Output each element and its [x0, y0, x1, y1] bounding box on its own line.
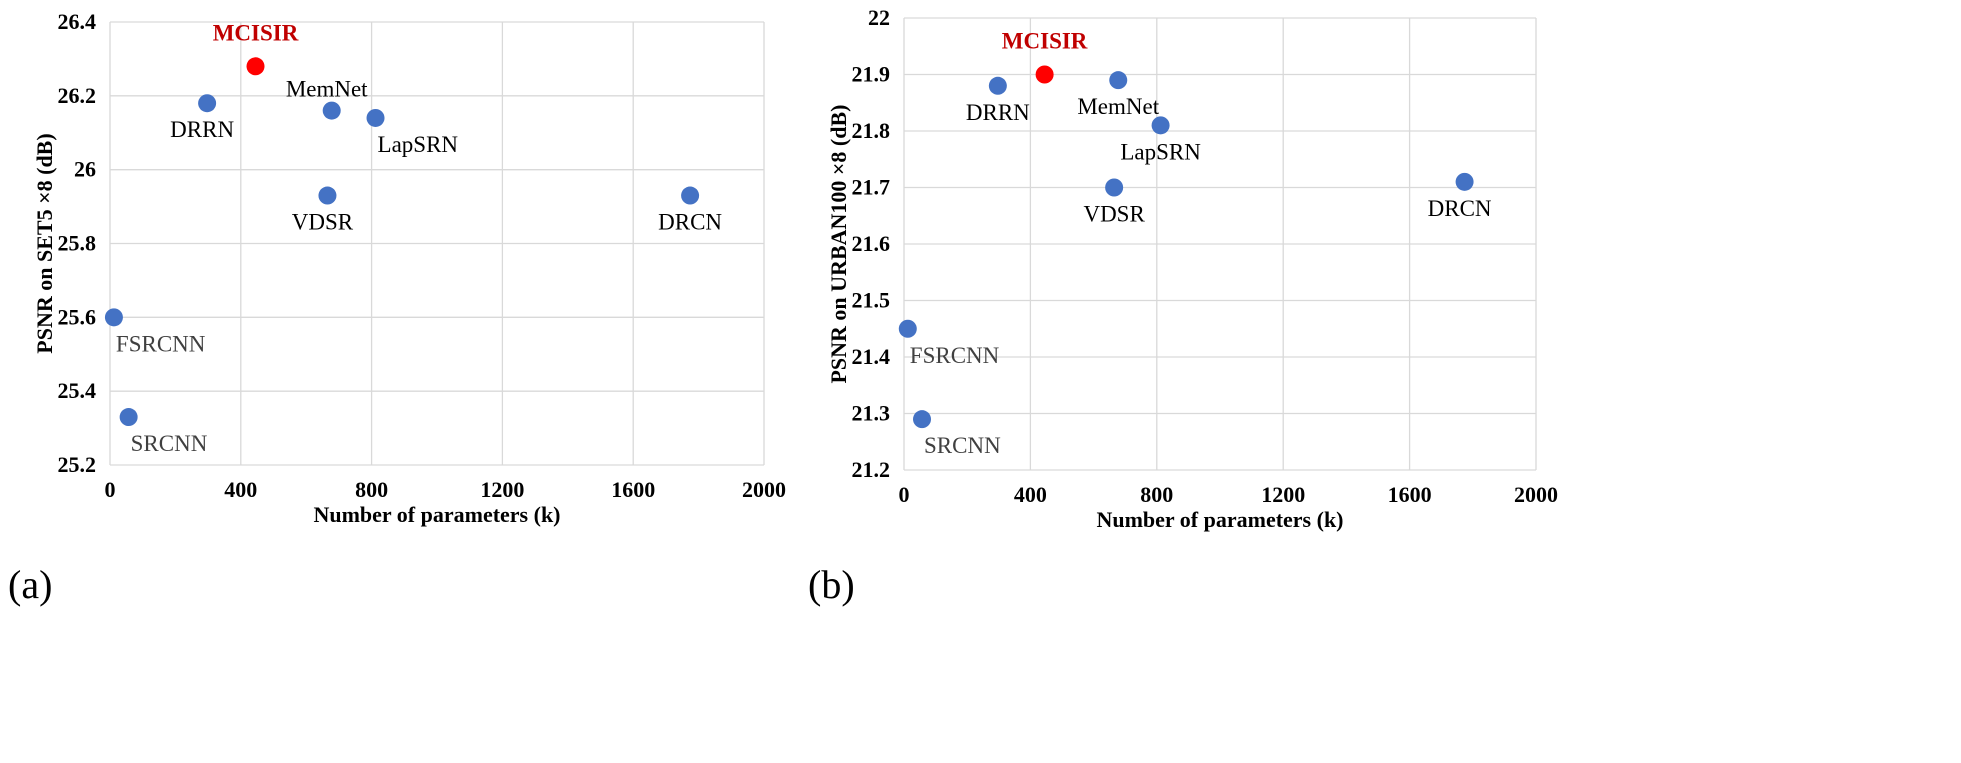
x-tick-label: 1600 [611, 477, 655, 502]
y-tick-label: 21.7 [852, 175, 891, 200]
data-point [1455, 172, 1474, 191]
x-tick-label: 1600 [1388, 482, 1432, 507]
data-point [913, 410, 932, 429]
y-tick-label: 21.2 [852, 457, 891, 482]
point-label: DRRN [966, 100, 1030, 125]
data-point [198, 94, 217, 113]
y-tick-label: 21.6 [852, 231, 891, 256]
y-tick-label: 25.6 [58, 304, 97, 329]
y-tick-label: 26.2 [58, 83, 97, 108]
y-tick-label: 21.3 [852, 401, 891, 426]
point-label: MemNet [1077, 94, 1159, 119]
data-point [318, 186, 337, 205]
chart-b: 21.2 21.3 21.4 21.5 21.6 21.7 21.8 21.9 22 0 400 80… [808, 5, 1558, 607]
point-label: MCISIR [213, 20, 299, 45]
point-label: FSRCNN [116, 331, 206, 356]
highlight-point [246, 57, 265, 76]
point-label: SRCNN [131, 431, 208, 456]
data-point [1151, 116, 1170, 135]
data-point [1109, 71, 1128, 90]
point-label: MemNet [286, 77, 368, 102]
x-axis-title: Number of parameters (k) [313, 502, 560, 527]
y-tick-label: 26.4 [58, 9, 97, 34]
panel-label: (a) [8, 562, 52, 607]
x-tick-label: 1200 [1261, 482, 1305, 507]
data-point [898, 319, 917, 338]
x-tick-label: 400 [224, 477, 257, 502]
data-point [366, 108, 385, 127]
x-tick-label: 800 [1140, 482, 1173, 507]
y-tick-label: 21.4 [852, 344, 891, 369]
point-label: DRCN [658, 210, 722, 235]
y-axis-title: PSNR on URBAN100 ×8 (dB) [826, 104, 851, 383]
y-tick-label: 25.2 [58, 452, 97, 477]
x-tick-label: 2000 [742, 477, 786, 502]
y-tick-label: 21.9 [852, 62, 891, 87]
x-tick-label: 0 [105, 477, 116, 502]
y-tick-label: 21.5 [852, 288, 891, 313]
panel-label: (b) [808, 562, 855, 607]
point-label: MCISIR [1002, 29, 1088, 54]
y-tick-label: 26 [74, 157, 96, 182]
y-tick-label: 21.8 [852, 118, 891, 143]
x-tick-label: 1200 [480, 477, 524, 502]
data-point [1105, 178, 1124, 197]
point-label: VDSR [292, 210, 354, 235]
highlight-point [1035, 65, 1054, 84]
data-point [681, 186, 700, 205]
data-point [104, 308, 123, 327]
x-tick-label: 400 [1014, 482, 1047, 507]
y-tick-label: 22 [868, 5, 890, 30]
point-label: DRRN [170, 117, 234, 142]
x-tick-label: 800 [355, 477, 388, 502]
point-label: VDSR [1083, 202, 1145, 227]
data-point [119, 408, 138, 427]
point-label: DRCN [1428, 196, 1492, 221]
x-tick-label: 2000 [1514, 482, 1558, 507]
y-tick-label: 25.8 [58, 231, 97, 256]
point-label: FSRCNN [910, 343, 1000, 368]
point-label: LapSRN [378, 132, 459, 157]
y-tick-label: 25.4 [58, 378, 97, 403]
chart-a: 25.2 25.4 25.6 25.8 26 26.2 26.4 0 400 800 1200 160… [8, 9, 786, 607]
x-axis-title: Number of parameters (k) [1096, 507, 1343, 532]
x-tick-label: 0 [899, 482, 910, 507]
y-axis-title: PSNR on SET5 ×8 (dB) [32, 133, 57, 353]
point-label: SRCNN [924, 433, 1001, 458]
data-point [322, 101, 341, 120]
data-point [988, 76, 1007, 95]
point-label: LapSRN [1120, 139, 1201, 164]
